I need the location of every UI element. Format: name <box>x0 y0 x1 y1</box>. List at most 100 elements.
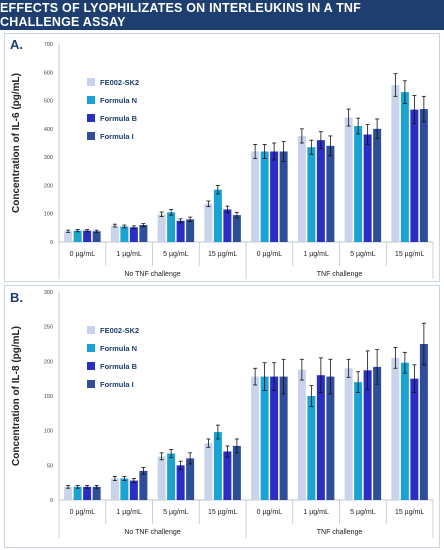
il8-x-tick-label: 1 µg/mL <box>116 509 142 516</box>
il8-bar <box>270 376 279 500</box>
il8-bar <box>64 486 73 500</box>
il8-x-tick-label: 0 µg/mL <box>257 509 283 516</box>
il8-group-label: No TNF challenge <box>124 529 180 536</box>
il8-legend-label: Formula N <box>100 344 137 353</box>
il8-x-tick-label: 15 µg/mL <box>208 509 237 516</box>
il6-y-tick-label: 100 <box>44 212 53 218</box>
il6-bar <box>110 225 119 242</box>
il6-bar <box>223 209 232 242</box>
il8-x-tick-label: 5 µg/mL <box>163 509 189 516</box>
il6-y-tick-label: 400 <box>44 127 53 133</box>
il8-group-label: TNF challenge <box>317 529 363 536</box>
il6-legend-swatch <box>87 78 95 86</box>
il8-bar <box>400 362 409 500</box>
il6-bar <box>279 151 288 242</box>
il8-y-tick-label: 200 <box>44 359 53 365</box>
il6-y-tick-label: 500 <box>44 99 53 105</box>
il8-bar <box>83 486 92 500</box>
il8-x-tick-label: 5 µg/mL <box>350 509 376 516</box>
il8-bar <box>316 375 325 500</box>
il8-legend-label: FE002-SK2 <box>100 326 139 335</box>
il6-bar <box>213 189 222 242</box>
il8-bar <box>297 369 306 500</box>
il8-chart: Concentration of IL-8 (pg/mL) 0 50 100 150 20… <box>11 290 434 538</box>
il6-bar <box>92 231 101 242</box>
il8-bar <box>120 478 129 500</box>
panel-a-label: A. <box>10 37 23 52</box>
il8-bar <box>251 376 260 500</box>
il8-bar <box>307 396 316 500</box>
il6-bar <box>344 117 353 242</box>
il8-legend-swatch <box>87 326 95 334</box>
il8-legend-swatch <box>87 344 95 352</box>
il8-bar <box>186 458 195 500</box>
il6-legend-swatch <box>87 114 95 122</box>
il8-bar <box>213 432 222 500</box>
il6-bar <box>297 135 306 242</box>
il8-x-tick-label: 1 µg/mL <box>303 509 329 516</box>
il6-bar <box>251 151 260 242</box>
il8-bar <box>157 456 166 500</box>
il8-bar <box>326 376 335 500</box>
il6-bar <box>232 215 241 242</box>
il6-bar <box>400 92 409 242</box>
il8-bar <box>260 376 269 500</box>
il6-bar <box>419 109 428 242</box>
il6-group-label: TNF challenge <box>317 271 363 278</box>
il8-bar <box>167 453 176 500</box>
il8-bar <box>73 486 82 500</box>
il8-bar <box>279 376 288 500</box>
il6-bar <box>316 140 325 242</box>
il6-bar <box>363 134 372 242</box>
il6-legend-label: FE002-SK2 <box>100 78 139 87</box>
il6-bar <box>139 225 148 242</box>
il8-x-tick-label: 15 µg/mL <box>395 509 424 516</box>
il6-y-tick-label: 300 <box>44 155 53 161</box>
il8-legend-swatch <box>87 362 95 370</box>
il6-x-tick-label: 15 µg/mL <box>395 251 424 258</box>
il6-bar <box>157 214 166 242</box>
il6-bar <box>64 231 73 242</box>
il6-bar <box>129 227 138 242</box>
il8-bar <box>110 478 119 500</box>
il6-bar <box>120 226 129 242</box>
il8-legend-label: Formula B <box>100 362 138 371</box>
il8-bar <box>139 470 148 500</box>
il6-group-label: No TNF challenge <box>124 271 180 278</box>
il8-bar <box>176 465 185 500</box>
il6-bar <box>410 109 419 242</box>
il8-bar <box>373 366 382 500</box>
il6-bar <box>186 219 195 242</box>
il6-bar <box>270 151 279 242</box>
il6-y-axis-label: Concentration of IL-6 (pg/mL) <box>11 73 22 213</box>
il6-legend-swatch <box>87 132 95 140</box>
il8-bar <box>391 357 400 500</box>
il8-bar <box>344 368 353 500</box>
il6-bar <box>326 145 335 242</box>
il6-x-tick-label: 5 µg/mL <box>163 251 189 258</box>
il6-bar <box>307 147 316 242</box>
il8-bar <box>92 486 101 500</box>
il8-y-tick-label: 150 <box>44 394 53 400</box>
il6-legend-label: Formula I <box>100 132 134 141</box>
il6-bar <box>176 220 185 242</box>
il8-legend-label: Formula I <box>100 380 134 389</box>
il6-x-tick-label: 0 µg/mL <box>257 251 283 258</box>
il8-y-tick-label: 250 <box>44 325 53 331</box>
il6-x-tick-label: 5 µg/mL <box>350 251 376 258</box>
il6-legend-label: Formula B <box>100 114 138 123</box>
il6-bar <box>354 126 363 242</box>
il8-bar <box>363 370 372 500</box>
il6-y-tick-label: 200 <box>44 183 53 189</box>
il6-y-tick-label: 700 <box>44 42 53 48</box>
il6-bar <box>83 230 92 242</box>
il8-y-tick-label: 0 <box>50 498 53 504</box>
il6-y-tick-label: 600 <box>44 70 53 76</box>
il6-bar <box>167 212 176 242</box>
il8-bar <box>410 378 419 500</box>
il6-bar <box>204 203 213 242</box>
il6-chart: Concentration of IL-6 (pg/mL) 0 100 200 300 4… <box>11 42 434 279</box>
il8-y-tick-label: 300 <box>44 290 53 296</box>
il6-x-tick-label: 0 µg/mL <box>70 251 96 258</box>
panel-b-label: B. <box>10 290 23 305</box>
